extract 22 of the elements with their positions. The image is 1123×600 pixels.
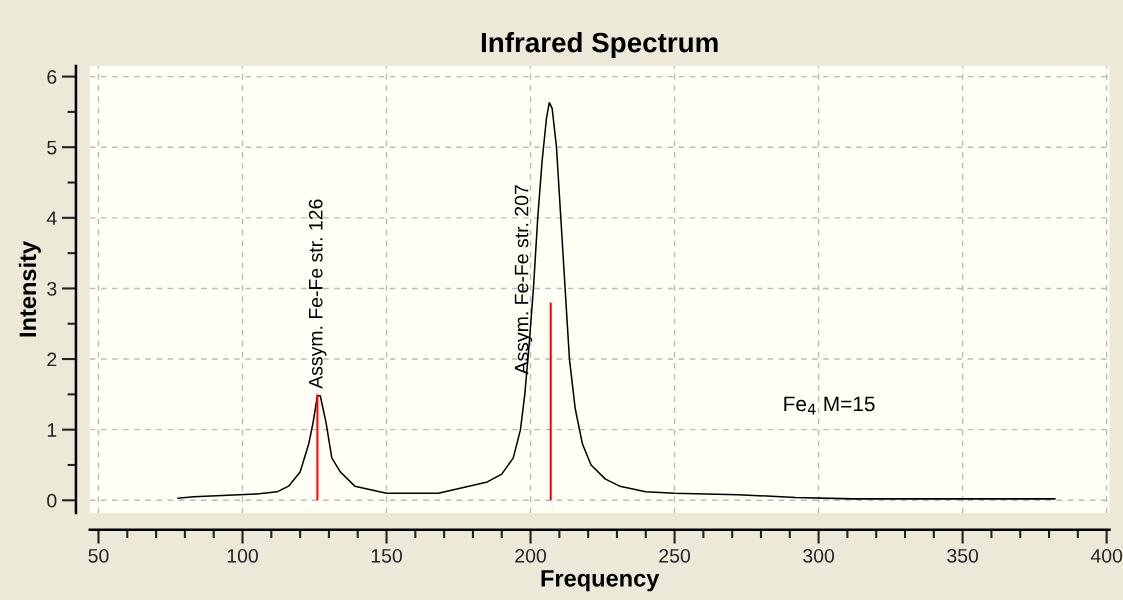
x-tick-label: 250: [659, 548, 691, 563]
annotation: Fe$_{4}$ M=15: [784, 396, 875, 415]
x-tick-label: 50: [88, 548, 109, 563]
x-axis-title: Frequency: [541, 570, 660, 592]
annotation: Assym. Fe-Fe str. 207: [514, 185, 533, 375]
x-tick-label: 400: [1090, 548, 1123, 563]
x-tick-label: 100: [227, 548, 258, 563]
y-tick-label: 3: [47, 281, 57, 296]
chart-title: Infrared Spectrum: [481, 31, 718, 58]
y-tick-label: 4: [46, 211, 57, 225]
x-tick-label: 350: [947, 548, 979, 563]
x-tick-label: 150: [371, 548, 402, 563]
y-tick-label: 1: [47, 423, 57, 437]
y-tick-label: 0: [47, 493, 57, 508]
x-tick-label: 200: [515, 548, 547, 563]
x-tick-label: 300: [803, 548, 835, 563]
annotation: Assym. Fe-Fe str. 126: [308, 199, 327, 389]
y-tick-label: 2: [47, 352, 57, 367]
line-series: [177, 101, 1056, 500]
y-axis-title: Intensity: [18, 241, 41, 337]
y-tick-label: 6: [47, 70, 57, 84]
y-tick-label: 5: [47, 140, 57, 155]
